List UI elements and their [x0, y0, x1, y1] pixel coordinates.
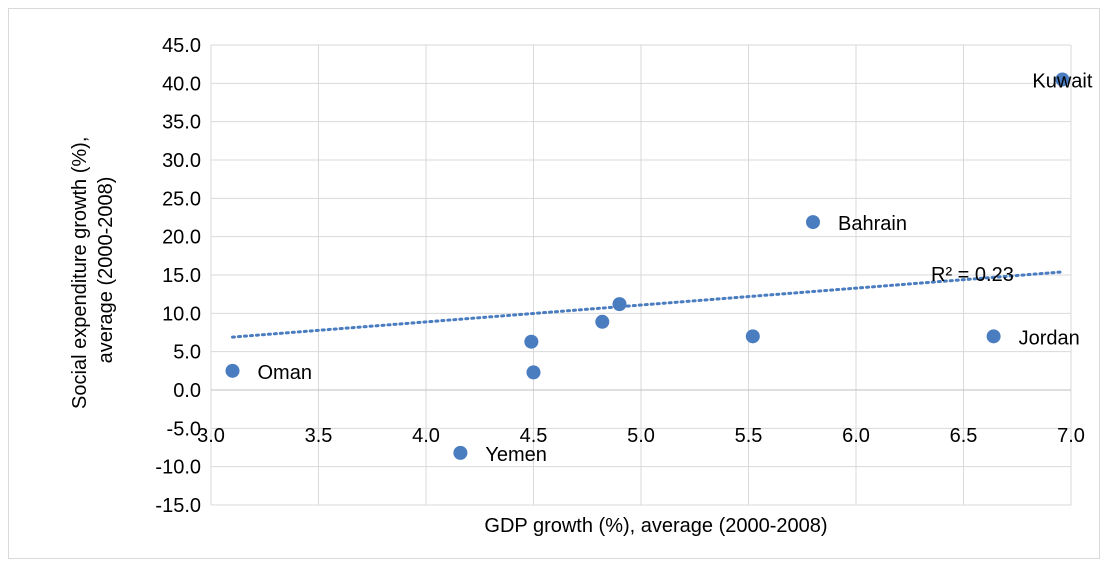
point-label: Jordan [1019, 327, 1080, 349]
y-tick-label: 15.0 [162, 265, 201, 287]
y-tick-label: 40.0 [162, 73, 201, 95]
trendline [231, 270, 1064, 339]
y-tick-label: 25.0 [162, 188, 201, 210]
x-axis-title: GDP growth (%), average (2000-2008) [484, 515, 827, 537]
x-tick-label: 7.0 [1057, 425, 1085, 447]
data-point [612, 297, 627, 312]
data-point [745, 329, 760, 344]
trendline-group [231, 270, 1064, 339]
point-label: Oman [258, 362, 312, 384]
data-point [986, 329, 1001, 344]
y-tick-label: 35.0 [162, 112, 201, 134]
x-tick-label: 3.5 [305, 425, 333, 447]
y-tick-label: 20.0 [162, 227, 201, 249]
y-axis-title-line-2: average (2000-2008) [95, 177, 117, 364]
data-point [453, 445, 468, 460]
y-tick-label: -15.0 [155, 495, 201, 517]
x-tick-label: 4.0 [412, 425, 440, 447]
data-point [595, 314, 610, 329]
x-tick-label: 5.5 [735, 425, 763, 447]
x-tick-label: 6.5 [950, 425, 978, 447]
data-point [526, 365, 541, 380]
point-label: Bahrain [838, 213, 907, 235]
point-label: Kuwait [1032, 71, 1092, 93]
y-axis-title: Social expenditure growth (%), average (… [69, 131, 117, 409]
y-axis-title-line-1: Social expenditure growth (%), [69, 137, 91, 409]
x-tick-label: 4.5 [520, 425, 548, 447]
x-tick-label: 6.0 [842, 425, 870, 447]
point-label: Yemen [485, 444, 547, 466]
y-tick-label: 0.0 [173, 380, 201, 402]
y-tick-label: 5.0 [173, 342, 201, 364]
data-points [225, 72, 1070, 460]
data-point [806, 215, 820, 230]
point-labels: Oman Yemen Bahrain Jordan Kuwait [258, 71, 1093, 466]
x-tick-label: 5.0 [627, 425, 655, 447]
data-point [1055, 72, 1070, 87]
r-squared-label: R² = 0.23 [931, 264, 1014, 286]
y-tick-label: -10.0 [155, 457, 201, 479]
x-tick-label: 3.0 [197, 425, 225, 447]
tick-labels: 3.0 3.5 4.0 4.5 5.0 5.5 6.0 6.5 7.0 45.0 40.0 35.0 3… [155, 35, 1085, 517]
y-tick-label: 30.0 [162, 150, 201, 172]
y-tick-label: 10.0 [162, 303, 201, 325]
y-tick-label: 45.0 [162, 35, 201, 57]
data-point [524, 334, 539, 349]
gridlines [210, 44, 1072, 506]
data-point [225, 363, 240, 378]
y-tick-label: -5.0 [167, 418, 201, 440]
